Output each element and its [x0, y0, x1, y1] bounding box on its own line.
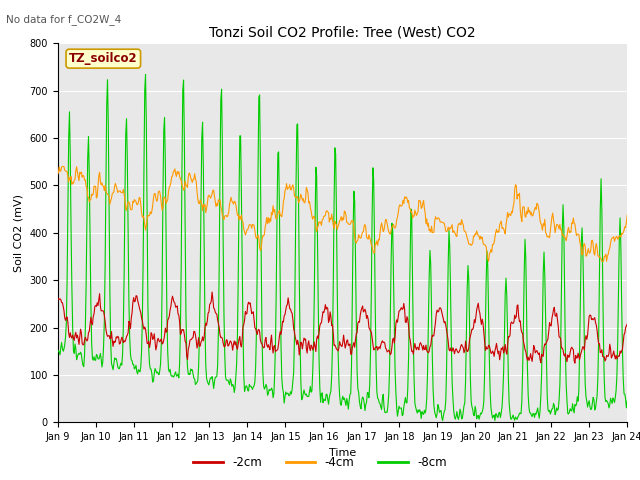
X-axis label: Time: Time [329, 448, 356, 457]
Text: No data for f_CO2W_4: No data for f_CO2W_4 [6, 14, 122, 25]
Legend: -2cm, -4cm, -8cm: -2cm, -4cm, -8cm [189, 452, 451, 474]
Title: Tonzi Soil CO2 Profile: Tree (West) CO2: Tonzi Soil CO2 Profile: Tree (West) CO2 [209, 25, 476, 39]
Y-axis label: Soil CO2 (mV): Soil CO2 (mV) [14, 194, 24, 272]
Text: TZ_soilco2: TZ_soilco2 [69, 52, 138, 65]
